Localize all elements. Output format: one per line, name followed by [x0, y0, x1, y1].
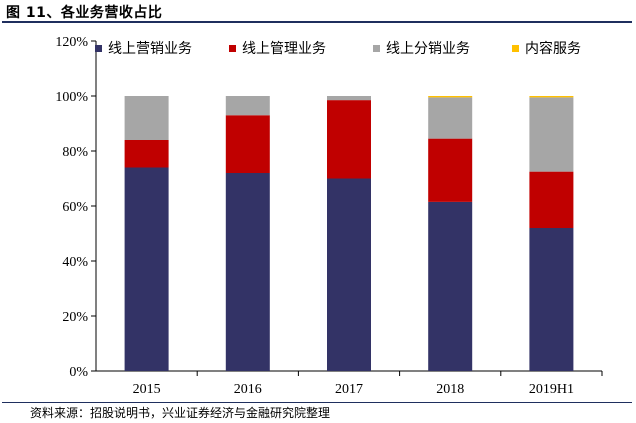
x-tick-label: 2018: [436, 382, 464, 397]
y-tick-label: 80%: [62, 145, 88, 160]
chart-axes: 0% 20% 40% 60% 80% 100% 120% 2015 2016 2017 2018 20…: [55, 35, 603, 397]
bar-segment-内容服务: [529, 96, 574, 98]
x-tick-label: 2019H1: [529, 382, 574, 397]
x-tick-label: 2016: [234, 382, 262, 397]
bar-segment-线上管理业务: [225, 115, 270, 173]
bar-segment-内容服务: [428, 96, 473, 98]
stacked-bar-chart: 0% 20% 40% 60% 80% 100% 120% 2015 2016 2017 2018 20…: [55, 35, 603, 397]
y-tick-label: 60%: [62, 200, 88, 215]
y-tick-label: 0%: [69, 365, 88, 380]
bar-segment-线上管理业务: [124, 140, 169, 168]
bar-segment-线上营销业务: [327, 178, 371, 371]
legend-swatch: [373, 45, 380, 52]
legend-swatch: [95, 45, 102, 52]
figure-title: 图 11、各业务营收占比: [6, 5, 163, 21]
bar-segment-线上管理业务: [428, 138, 473, 202]
bar-segment-线上管理业务: [529, 171, 574, 228]
chart-legend: 线上营销业务 线上管理业务 线上分销业务 内容服务: [95, 40, 581, 57]
legend-label: 线上营销业务: [108, 41, 192, 57]
bar-segment-线上分销业务: [225, 96, 270, 116]
bar-segment-线上分销业务: [327, 96, 371, 101]
bar-segment-线上营销业务: [428, 201, 473, 371]
y-tick-label: 100%: [55, 90, 88, 105]
bar-segment-线上营销业务: [124, 167, 169, 371]
legend-swatch: [229, 45, 236, 52]
x-tick-label: 2015: [133, 382, 161, 397]
legend-label: 内容服务: [525, 40, 581, 57]
chart-bars: [124, 96, 574, 371]
legend-swatch: [512, 45, 519, 52]
bar-segment-线上管理业务: [327, 100, 371, 179]
y-tick-label: 20%: [62, 310, 88, 325]
bar-segment-线上营销业务: [225, 173, 270, 371]
bar-segment-线上营销业务: [529, 228, 574, 371]
y-tick-label: 120%: [55, 35, 88, 50]
legend-label: 线上管理业务: [242, 41, 326, 57]
y-tick-label: 40%: [62, 255, 88, 270]
bar-segment-线上分销业务: [428, 97, 473, 139]
source-note: 资料来源：招股说明书，兴业证券经济与金融研究院整理: [30, 406, 331, 420]
source-divider: [2, 402, 632, 403]
x-tick-label: 2017: [335, 382, 363, 397]
figure-title-bar: 图 11、各业务营收占比: [2, 0, 632, 23]
bar-segment-线上分销业务: [529, 97, 574, 172]
legend-label: 线上分销业务: [386, 41, 470, 57]
bar-segment-线上分销业务: [124, 96, 169, 140]
